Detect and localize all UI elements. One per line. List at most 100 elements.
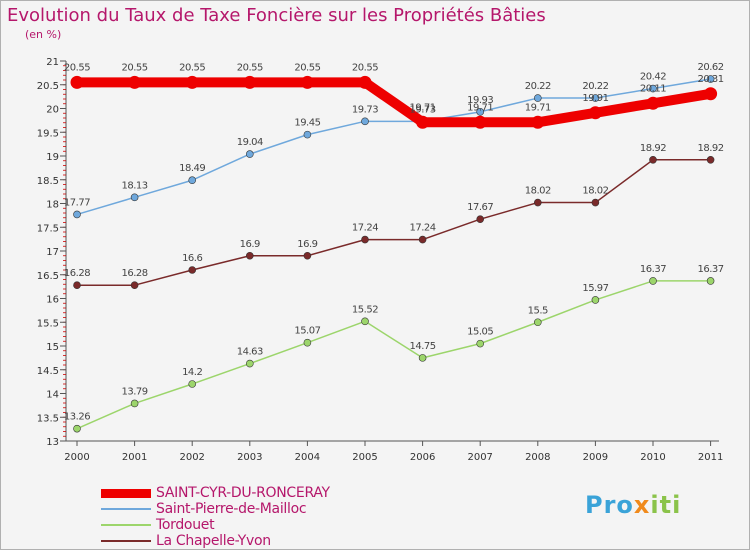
data-label: 19.93 (467, 95, 493, 106)
data-point (533, 318, 542, 327)
data-point (130, 281, 139, 290)
data-point (246, 251, 254, 260)
data-label: 13.79 (122, 386, 148, 397)
y-tick-label: 13 (46, 437, 59, 448)
y-tick-label: 13.5 (37, 413, 59, 424)
brand-part-2: x (633, 491, 651, 519)
series-line (72, 77, 716, 128)
brand-part-1: Pro (585, 491, 634, 519)
data-label: 20.22 (525, 81, 551, 92)
chart-subtitle: (en %) (25, 28, 62, 41)
data-label: 14.75 (410, 341, 436, 352)
legend-label: La Chapelle-Yvon (156, 533, 271, 549)
data-label: 15.5 (528, 305, 548, 316)
data-point (73, 281, 81, 290)
data-point (243, 75, 257, 89)
data-label: 19.71 (467, 102, 493, 113)
data-point (130, 193, 139, 202)
y-tick-label: 19.5 (37, 128, 59, 139)
legend-swatch (101, 508, 151, 510)
data-label: 14.63 (237, 347, 263, 358)
y-tick-label: 19 (46, 152, 59, 163)
data-label: 19.91 (582, 93, 608, 104)
series-2 (73, 277, 715, 433)
data-label: 20.11 (640, 83, 666, 94)
data-label: 18.02 (525, 186, 551, 197)
data-label: 20.55 (122, 62, 148, 73)
data-point (649, 84, 657, 93)
data-label: 15.07 (294, 326, 320, 337)
x-tick-label: 2002 (179, 452, 204, 463)
data-label: 15.52 (352, 304, 378, 315)
data-label: 19.71 (410, 102, 436, 113)
data-label: 17.24 (352, 223, 378, 234)
legend-label: SAINT-CYR-DU-RONCERAY (156, 485, 330, 501)
data-point (476, 108, 485, 116)
data-label: 17.67 (467, 202, 493, 213)
data-label: 20.31 (698, 74, 724, 85)
data-label: 20.55 (237, 62, 263, 73)
data-point (361, 117, 369, 126)
data-point (706, 156, 715, 164)
x-tick-label: 2008 (525, 452, 550, 463)
data-labels: 17.77 18.13 18.49 19.04 19.45 19.73 19.73 19.93… (64, 62, 724, 423)
data-label: 19.45 (294, 118, 320, 129)
data-label: 16.28 (64, 268, 90, 279)
data-label: 19.73 (352, 104, 378, 115)
x-tick-label: 2001 (122, 452, 147, 463)
series-1 (73, 75, 715, 219)
legend-swatch (101, 488, 151, 498)
data-point (649, 156, 657, 164)
data-point (303, 251, 312, 260)
y-tick-label: 16.5 (37, 271, 59, 282)
data-label: 20.55 (294, 62, 320, 73)
data-point (588, 106, 602, 120)
data-point (591, 296, 600, 304)
y-tick-label: 17.5 (37, 223, 59, 234)
data-label: 19.04 (237, 137, 263, 148)
data-point (358, 75, 372, 89)
legend-swatch (101, 540, 151, 542)
data-label: 13.26 (64, 412, 90, 423)
data-label: 17.77 (64, 197, 90, 208)
data-point (416, 115, 430, 129)
brand-part-3: iti (650, 491, 682, 519)
y-tick-label: 18.5 (37, 176, 59, 187)
data-label: 20.55 (64, 62, 90, 73)
data-point (70, 75, 84, 89)
data-point (303, 338, 312, 347)
series-layer (70, 75, 718, 433)
data-label: 18.49 (179, 163, 205, 174)
data-point (130, 399, 139, 408)
data-label: 20.62 (698, 62, 724, 73)
data-point (418, 354, 427, 362)
data-point (361, 235, 369, 244)
data-point (531, 115, 545, 129)
data-point (476, 339, 485, 348)
x-tick-label: 2011 (698, 452, 723, 463)
x-tick-label: 2003 (237, 452, 262, 463)
y-tick-label: 15 (46, 342, 59, 353)
data-point (646, 96, 660, 110)
y-tick-label: 17 (46, 247, 59, 258)
data-point (246, 150, 254, 158)
y-tick-label: 14 (46, 390, 59, 401)
series-0 (70, 75, 718, 129)
data-label: 16.9 (297, 239, 317, 250)
x-tick-label: 2004 (295, 452, 320, 463)
y-tick-label: 14.5 (37, 366, 59, 377)
data-label: 20.42 (640, 72, 666, 83)
data-point (706, 75, 715, 83)
legend-label: Tordouet (156, 517, 215, 533)
data-point (188, 266, 196, 274)
data-point (303, 130, 312, 139)
data-point (188, 176, 196, 185)
x-tick-label: 2009 (583, 452, 608, 463)
data-label: 16.9 (240, 239, 260, 250)
data-point (473, 115, 487, 129)
data-point (246, 359, 254, 368)
series-line (76, 78, 712, 216)
data-label: 20.55 (179, 62, 205, 73)
